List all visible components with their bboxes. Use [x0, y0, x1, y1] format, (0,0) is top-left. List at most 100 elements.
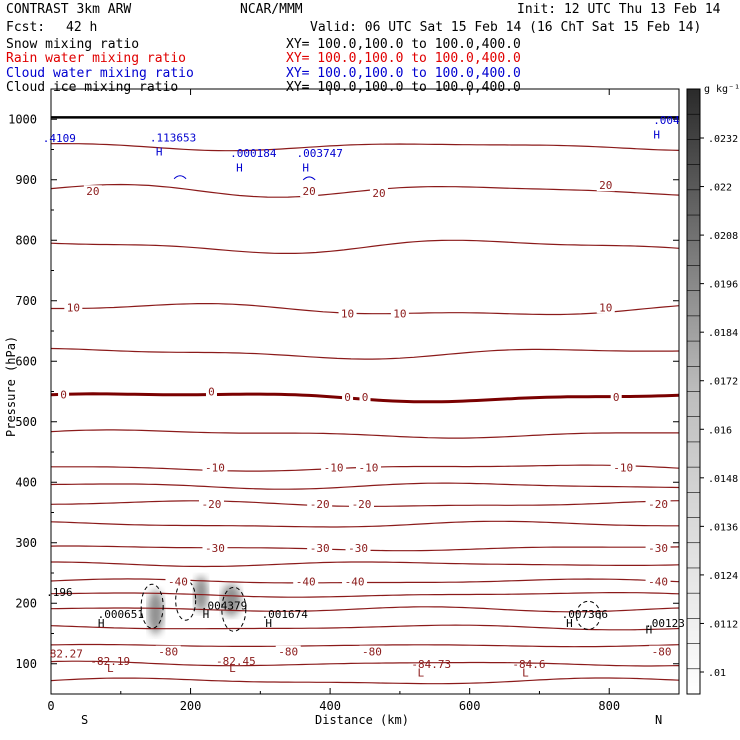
- extrema-label: L: [522, 666, 529, 679]
- temperature-contour: [50, 643, 680, 648]
- temperature-label-bg: [596, 179, 615, 192]
- temperature-contour: [50, 429, 679, 439]
- temperature-contour: [51, 561, 680, 568]
- mixing-ratio-contours: [140, 175, 601, 632]
- temperature-label: -80: [278, 646, 298, 659]
- y-tick-label: 1000: [8, 112, 37, 126]
- temperature-label-bg: [202, 542, 228, 555]
- extrema-label: -82.45: [216, 655, 256, 668]
- temperature-label: -30: [648, 542, 668, 555]
- temperature-label-bg: [610, 390, 622, 403]
- temperature-label-bg: [198, 498, 224, 511]
- temperature-label: 10: [393, 307, 406, 320]
- y-tick-label: 700: [15, 294, 37, 308]
- field-rain-name: Rain water mixing ratio: [6, 51, 187, 66]
- temperature-label: -40: [345, 575, 365, 588]
- temperature-label-bg: [359, 645, 385, 658]
- field-cloud-water-xy: XY= 100.0,100.0 to 100.0,400.0: [286, 66, 521, 81]
- y-tick-label: 400: [15, 475, 37, 489]
- extrema-label: 82.27: [50, 648, 83, 661]
- temperature-label-bg: [645, 575, 671, 588]
- temperature-contour: [50, 239, 680, 254]
- extrema-labels: L-82.1982.27L-82.45L-84.73L-84.6H.000651…: [43, 114, 685, 679]
- temperature-label: -10: [359, 462, 379, 475]
- temperature-label-bg: [338, 307, 357, 320]
- temperature-label: -40: [648, 575, 668, 588]
- temperature-label: -20: [648, 498, 668, 511]
- temperature-label-bg: [202, 461, 228, 474]
- temperature-contour: [51, 303, 680, 316]
- extrema-label: .004: [653, 114, 680, 127]
- extrema-label: L: [107, 662, 114, 675]
- extrema-label: H: [98, 617, 105, 630]
- temperature-contour: [50, 592, 680, 598]
- init-time: Init: 12 UTC Thu 13 Feb 14: [517, 2, 721, 17]
- temperature-label-bg: [321, 461, 347, 474]
- valid-time: Valid: 06 UTC Sat 15 Feb 14 (16 ChT Sat …: [310, 20, 702, 35]
- temperature-contour: [50, 660, 680, 667]
- colorbar-tick-label: .0232: [708, 134, 738, 145]
- colorbar-tick-label: .0172: [708, 377, 738, 388]
- temperature-label-bg: [355, 461, 381, 474]
- temperature-contour: [50, 606, 680, 613]
- colorbar-tick-label: .0124: [708, 571, 738, 582]
- x-tick-label: 200: [180, 699, 202, 713]
- extrema-label: H: [653, 129, 660, 142]
- temperature-label: -10: [324, 462, 344, 475]
- x-tick-label: 0: [47, 699, 54, 713]
- temperature-label: -30: [310, 542, 330, 555]
- temperature-label-bg: [307, 542, 333, 555]
- temperature-label-bg: [58, 388, 70, 401]
- temperature-contour: [50, 143, 680, 152]
- temperature-label-bg: [205, 385, 217, 398]
- y-tick-label: 800: [15, 233, 37, 247]
- extrema-label: H: [302, 161, 309, 174]
- temperature-label: -10: [205, 462, 225, 475]
- colorbar-tick-label: .0112: [708, 619, 738, 630]
- extrema-label: H: [646, 624, 653, 637]
- extrema-label: .4109: [43, 132, 76, 145]
- temperature-label-bg: [359, 390, 371, 403]
- temperature-label: 0: [60, 389, 67, 402]
- temperature-label-bg: [369, 187, 388, 200]
- y-tick-label: 900: [15, 173, 37, 187]
- temperature-label: 10: [67, 301, 80, 314]
- extrema-label: H: [203, 608, 210, 621]
- distance-axis: 0 200 400 600 800: [47, 89, 620, 713]
- temperature-label: 10: [599, 301, 612, 314]
- field-cloud-ice-name: Cloud ice mixing ratio: [6, 80, 179, 95]
- temperature-label-bg: [83, 185, 102, 198]
- colorbar-tick-label: .0208: [708, 231, 738, 242]
- colorbar-ticks: .0232 .022 .0208 .0196 .0184 .0172 .016 .0148 .0…: [687, 113, 738, 679]
- field-cloud-water-name: Cloud water mixing ratio: [6, 66, 194, 81]
- y-tick-label: 500: [15, 415, 37, 429]
- temperature-label: -80: [362, 646, 382, 659]
- temperature-label: -20: [202, 498, 222, 511]
- field-cloud-ice-xy: XY= 100.0,100.0 to 100.0,400.0: [286, 80, 521, 95]
- extrema-label: L: [418, 666, 425, 679]
- temperature-contour: [50, 624, 680, 631]
- temperature-contour: [50, 520, 679, 528]
- extrema-label: L: [229, 662, 236, 675]
- field-rain-xy: XY= 100.0,100.0 to 100.0,400.0: [286, 51, 521, 66]
- temperature-label: -10: [613, 462, 633, 475]
- temperature-label-bg: [345, 542, 371, 555]
- temperature-label: 20: [599, 179, 612, 192]
- temperature-labels: -80 -80 -80 -80 -40 -40 -40 -40 -30 -30 -30 -30 -20 -…: [58, 179, 675, 659]
- extrema-label: .007366: [562, 608, 608, 621]
- cloud-ice-contour: [140, 583, 164, 629]
- temperature-contour: [50, 482, 680, 490]
- extrema-label: -82.19: [90, 655, 130, 668]
- colorbar-tick-label: .0148: [708, 474, 738, 485]
- y-tick-label: 100: [15, 657, 37, 671]
- temperature-label: 0: [208, 386, 215, 399]
- cloud-ice-contour: [575, 600, 601, 630]
- y-tick-label: 600: [15, 354, 37, 368]
- colorbar-tick-label: .0184: [708, 328, 738, 339]
- temperature-label: -20: [310, 498, 330, 511]
- extrema-label: .113653: [150, 132, 196, 145]
- extrema-label: .196: [46, 586, 73, 599]
- temperature-label: -20: [352, 498, 372, 511]
- temperature-label: 0: [613, 391, 620, 404]
